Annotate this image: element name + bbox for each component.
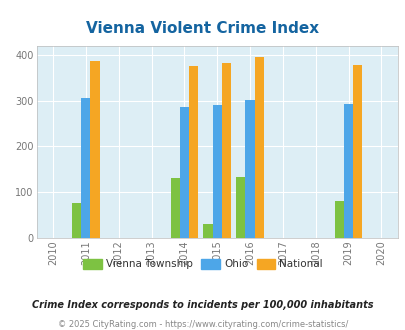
Bar: [334, 201, 343, 238]
Bar: [188, 66, 198, 238]
Bar: [203, 224, 212, 238]
Text: Crime Index corresponds to incidents per 100,000 inhabitants: Crime Index corresponds to incidents per…: [32, 300, 373, 310]
Text: © 2025 CityRating.com - https://www.cityrating.com/crime-statistics/: © 2025 CityRating.com - https://www.city…: [58, 319, 347, 329]
Bar: [254, 57, 263, 238]
Bar: [81, 98, 90, 238]
Bar: [221, 63, 230, 238]
Bar: [179, 107, 188, 238]
Bar: [90, 61, 99, 238]
Bar: [236, 177, 245, 238]
Bar: [170, 178, 179, 238]
Legend: Vienna Township, Ohio, National: Vienna Township, Ohio, National: [79, 255, 326, 274]
Text: Vienna Violent Crime Index: Vienna Violent Crime Index: [86, 21, 319, 36]
Bar: [352, 65, 362, 238]
Bar: [245, 100, 254, 238]
Bar: [343, 104, 352, 238]
Bar: [72, 203, 81, 238]
Bar: [212, 105, 221, 238]
